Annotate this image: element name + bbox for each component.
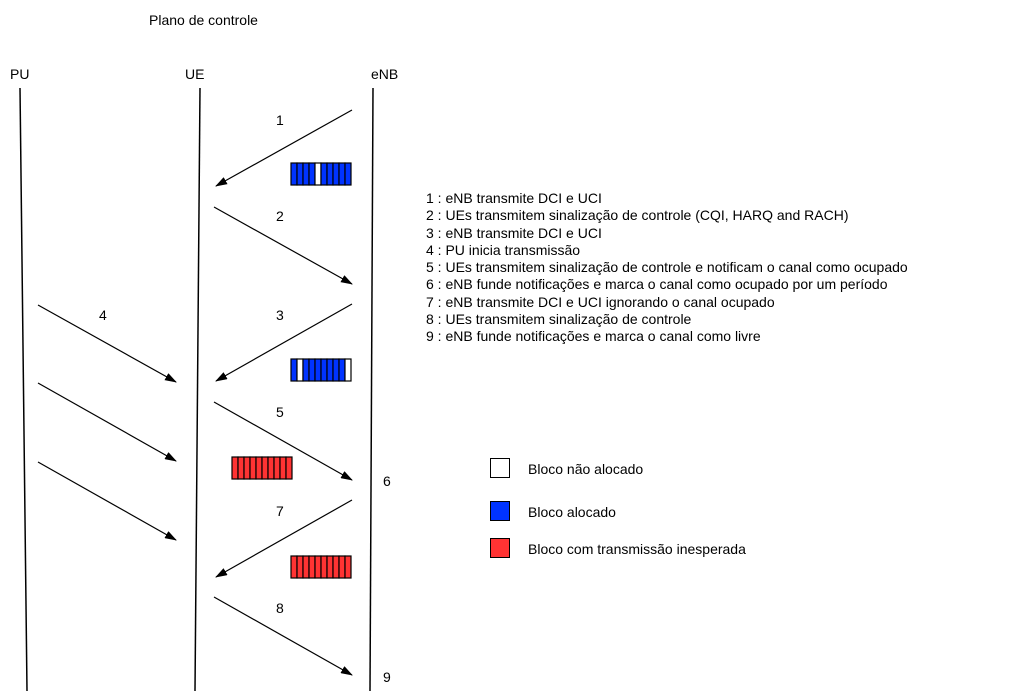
resource-block-cell	[279, 456, 287, 480]
resource-block-cell	[344, 555, 352, 579]
resource-block-cell	[332, 162, 340, 186]
step-number-9: 9	[383, 669, 391, 685]
resource-block-cell	[302, 358, 310, 382]
resource-block-cell	[314, 358, 322, 382]
resource-block-group-5	[231, 456, 293, 480]
resource-block-cell	[326, 555, 334, 579]
resource-block-cell	[290, 162, 298, 186]
step-description-3: 3 : eNB transmite DCI e UCI	[426, 224, 602, 241]
resource-block-cell	[344, 358, 352, 382]
step-number-2: 2	[276, 208, 284, 224]
arrow-step-1	[215, 109, 353, 187]
pu-lifeline	[19, 87, 28, 691]
resource-block-cell	[314, 162, 322, 186]
ue-lifeline	[194, 87, 201, 691]
resource-block-cell	[261, 456, 269, 480]
arrow-step-5	[213, 401, 353, 481]
step-number-7: 7	[276, 503, 284, 519]
resource-block-cell	[326, 162, 334, 186]
step-description-6: 6 : eNB funde notificações e marca o can…	[426, 276, 888, 293]
resource-block-cell	[267, 456, 275, 480]
resource-block-cell	[296, 358, 304, 382]
resource-block-cell	[296, 162, 304, 186]
resource-block-cell	[302, 555, 310, 579]
step-description-5: 5 : UEs transmitem sinalização de contro…	[426, 259, 908, 276]
arrow-step-2	[213, 206, 353, 285]
resource-block-cell	[290, 555, 298, 579]
step-description-4: 4 : PU inicia transmissão	[426, 241, 581, 258]
resource-block-cell	[320, 162, 328, 186]
resource-block-cell	[332, 358, 340, 382]
legend-label-unallocated: Bloco não alocado	[528, 461, 644, 477]
resource-block-cell	[338, 358, 346, 382]
arrow-pu-1	[37, 304, 177, 383]
resource-block-cell	[338, 555, 346, 579]
arrow-step-8	[213, 596, 353, 676]
resource-block-cell	[332, 555, 340, 579]
resource-block-cell	[308, 555, 316, 579]
resource-block-cell	[308, 358, 316, 382]
resource-block-group-3	[290, 358, 352, 382]
entity-label-enb: eNB	[371, 66, 399, 82]
arrow-pu-3	[37, 461, 177, 541]
resource-block-cell	[249, 456, 257, 480]
legend-label-unexpected: Bloco com transmissão inesperada	[528, 541, 746, 557]
step-description-1: 1 : eNB transmite DCI e UCI	[426, 190, 602, 206]
step-description-8: 8 : UEs transmitem sinalização de contro…	[426, 311, 692, 328]
diagram-title: Plano de controle	[149, 12, 258, 28]
resource-block-cell	[302, 162, 310, 186]
resource-block-cell	[308, 162, 316, 186]
step-number-5: 5	[276, 404, 284, 420]
resource-block-cell	[237, 456, 245, 480]
enb-lifeline	[369, 87, 374, 691]
entity-label-ue: UE	[185, 66, 205, 82]
legend-swatch-unallocated	[490, 458, 510, 478]
arrow-step-3	[215, 303, 353, 382]
step-number-8: 8	[276, 600, 284, 616]
legend-swatch-allocated	[490, 501, 510, 521]
resource-block-cell	[243, 456, 251, 480]
legend-swatch-unexpected	[490, 538, 510, 558]
arrow-step-7	[215, 499, 353, 578]
arrow-pu-2	[37, 382, 177, 462]
resource-block-cell	[320, 555, 328, 579]
resource-block-group-7	[290, 555, 352, 579]
step-description-7: 7 : eNB transmite DCI e UCI ignorando o …	[426, 293, 775, 310]
resource-block-cell	[231, 456, 239, 480]
step-descriptions: 1 : eNB transmite DCI e UCI 2 : UEs tran…	[426, 190, 908, 346]
resource-block-group-1	[290, 162, 352, 186]
resource-block-cell	[296, 555, 304, 579]
resource-block-cell	[338, 162, 346, 186]
resource-block-cell	[320, 358, 328, 382]
resource-block-cell	[344, 162, 352, 186]
step-number-3: 3	[276, 307, 284, 323]
step-number-6: 6	[383, 473, 391, 489]
resource-block-cell	[285, 456, 293, 480]
step-number-1: 1	[276, 112, 284, 128]
resource-block-cell	[255, 456, 263, 480]
resource-block-cell	[290, 358, 298, 382]
entity-label-pu: PU	[10, 66, 30, 82]
resource-block-cell	[314, 555, 322, 579]
resource-block-cell	[326, 358, 334, 382]
resource-block-cell	[273, 456, 281, 480]
step-number-4: 4	[99, 307, 107, 323]
step-description-2: 2 : UEs transmitem sinalização de contro…	[426, 207, 849, 224]
step-description-9: 9 : eNB funde notificações e marca o can…	[426, 328, 761, 345]
legend-label-allocated: Bloco alocado	[528, 504, 616, 520]
